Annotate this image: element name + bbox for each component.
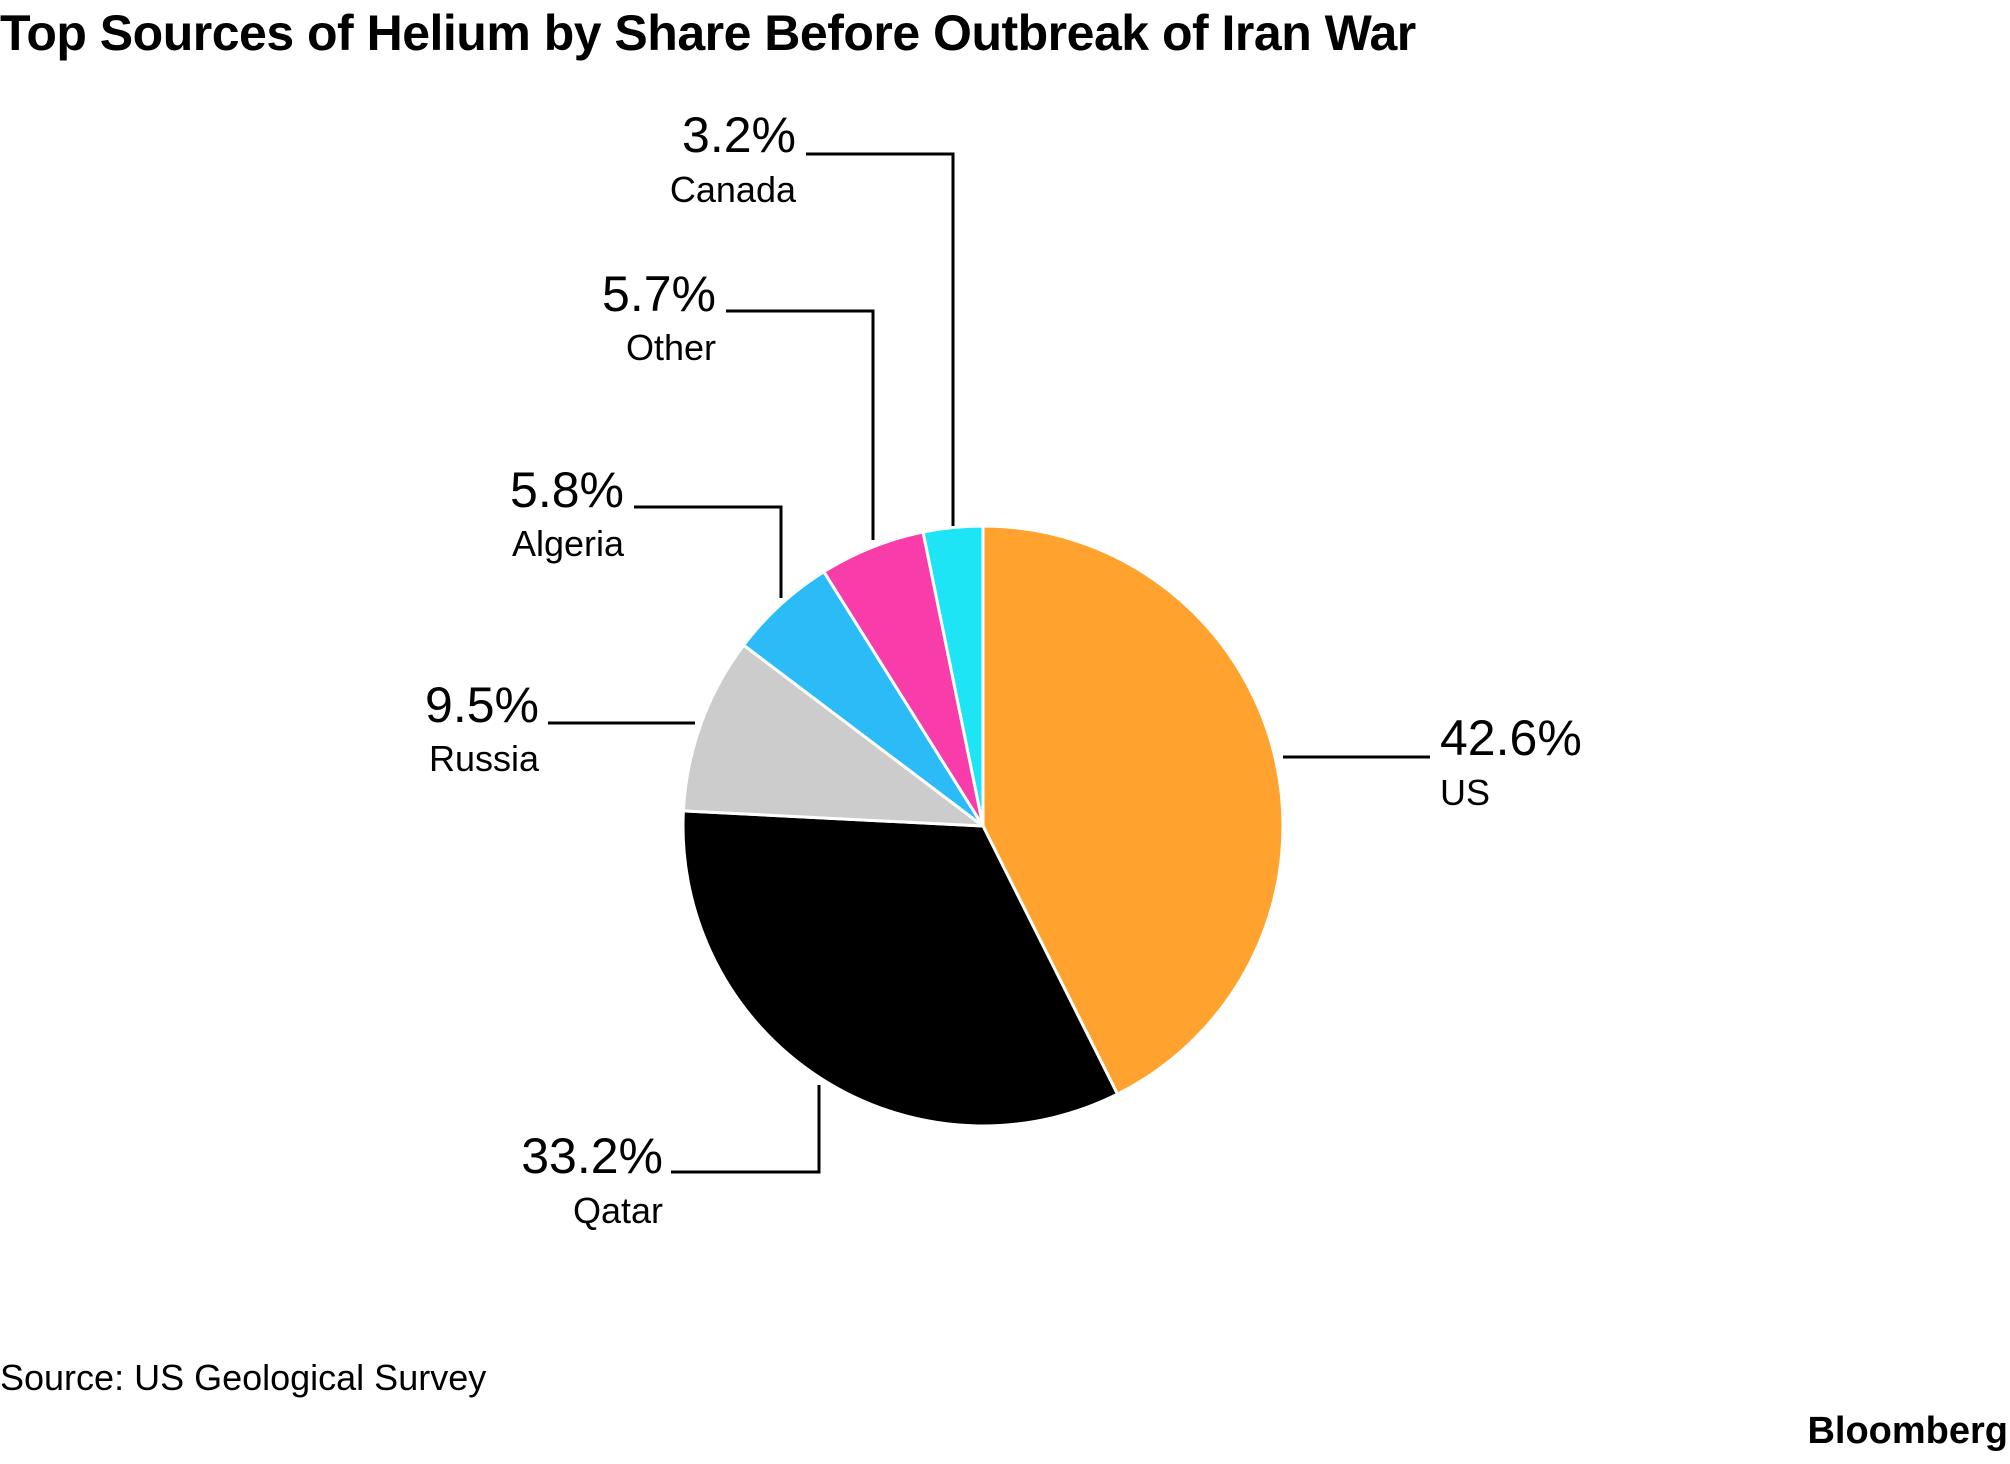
leader-line-algeria (634, 505, 783, 598)
pie-slice-us (981, 524, 1285, 1096)
pie-slice-qatar (681, 809, 1120, 1128)
leader-line-other (726, 309, 875, 540)
category-label-canada: Canada (670, 169, 797, 210)
pie-slice-canada (921, 524, 985, 828)
category-label-russia: Russia (429, 738, 540, 779)
data-label-russia: 9.5% (425, 677, 539, 733)
data-label-canada: 3.2% (682, 107, 796, 163)
source-note: Source: US Geological Survey (0, 1357, 487, 1398)
leader-line-qatar (671, 1085, 821, 1174)
data-label-qatar: 33.2% (521, 1128, 663, 1184)
category-label-qatar: Qatar (573, 1190, 663, 1231)
data-label-us: 42.6% (1440, 710, 1582, 766)
category-label-us: US (1440, 772, 1490, 813)
category-label-algeria: Algeria (512, 523, 625, 564)
data-label-algeria: 5.8% (510, 462, 624, 518)
category-label-other: Other (626, 327, 716, 368)
pie-slice-russia (681, 643, 985, 828)
bloomberg-logo: Bloomberg (1807, 1410, 2008, 1452)
data-label-other: 5.7% (602, 266, 716, 322)
leader-line-canada (806, 152, 955, 526)
chart-title: Top Sources of Helium by Share Before Ou… (0, 5, 1416, 61)
